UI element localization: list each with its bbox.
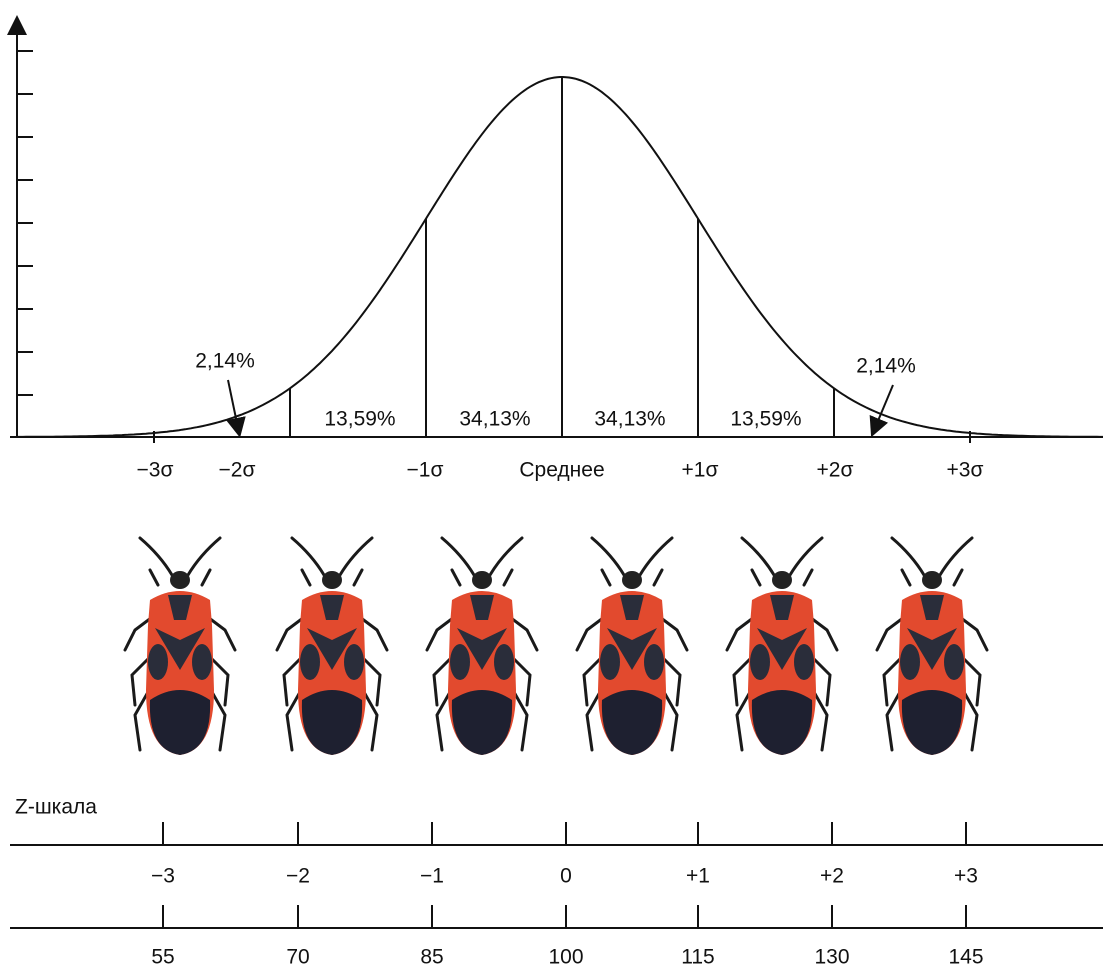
sigma-label: +3σ — [947, 459, 984, 482]
area-label: 13,59% — [324, 408, 395, 431]
bug-image — [425, 536, 539, 757]
z-label: 0 — [560, 865, 572, 888]
score-label: 130 — [814, 946, 849, 969]
z-label: −3 — [151, 865, 175, 888]
score-label: 85 — [420, 946, 443, 969]
sigma-label: −3σ — [137, 459, 174, 482]
z-label: +2 — [820, 865, 844, 888]
sigma-label: −1σ — [407, 459, 444, 482]
area-label: 34,13% — [459, 408, 530, 431]
score-label: 115 — [681, 946, 714, 969]
z-label: +3 — [954, 865, 978, 888]
sigma-label: −2σ — [219, 459, 256, 482]
sigma-label: +1σ — [682, 459, 719, 482]
tail-label: 2,14% — [195, 350, 255, 373]
z-label: −1 — [420, 865, 444, 888]
area-label: 34,13% — [594, 408, 665, 431]
sigma-label: +2σ — [817, 459, 854, 482]
score-label: 145 — [948, 946, 983, 969]
score-label: 100 — [548, 946, 583, 969]
bug-image — [875, 536, 989, 757]
tail-arrow — [869, 384, 894, 438]
tail-arrow — [226, 379, 246, 438]
bug-image — [123, 536, 237, 757]
tail-label: 2,14% — [856, 355, 916, 378]
z-label: +1 — [686, 865, 710, 888]
bug-image — [275, 536, 389, 757]
z-label: −2 — [286, 865, 310, 888]
score-label: 70 — [286, 946, 309, 969]
area-label: 13,59% — [730, 408, 801, 431]
bug-image — [575, 536, 689, 757]
sigma-label: Среднее — [519, 459, 604, 482]
bell-curve — [7, 15, 1103, 438]
bug-image — [725, 536, 839, 757]
z-scale-title: Z-шкала — [15, 796, 97, 819]
curve — [17, 76, 1103, 438]
score-label: 55 — [151, 946, 174, 969]
